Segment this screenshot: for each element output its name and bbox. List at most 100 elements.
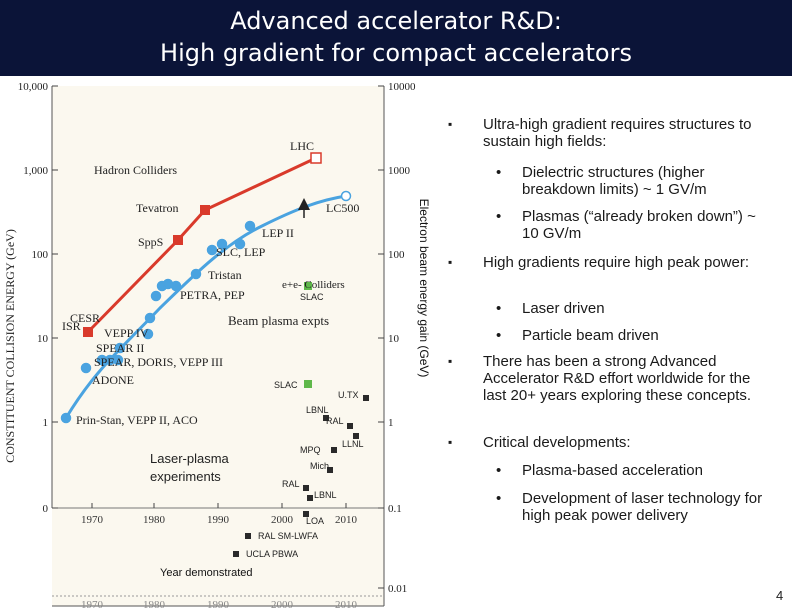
plasma-point: [347, 423, 353, 429]
lepton-point: [144, 312, 156, 324]
plasma-point-label: U.TX: [338, 390, 359, 400]
hadron-point-label: SppS: [138, 235, 163, 249]
hadron-point: [200, 205, 210, 215]
right-axis-label: Electron beam energy gain (GeV): [417, 199, 431, 378]
plasma-point-label: SLAC: [274, 380, 298, 390]
plasma-point-label: RAL: [282, 479, 300, 489]
x-tick-label: 2000: [271, 514, 294, 526]
lepton-point: [216, 238, 228, 250]
left-tick-label: 100: [32, 249, 49, 261]
plasma-point: [304, 282, 312, 290]
laser-plasma-label-line-2: experiments: [150, 469, 221, 484]
plasma-point-label: RAL: [326, 416, 344, 426]
plasma-point-label: Mich: [310, 461, 329, 471]
bullet-text: Critical developments:: [483, 434, 631, 451]
dot-bullet-icon: •: [496, 462, 502, 479]
square-bullet-icon: ▪: [448, 117, 453, 131]
plasma-point-label: SLAC: [300, 292, 324, 302]
plasma-point: [331, 447, 337, 453]
lepton-point-label: SLC, LEP: [216, 245, 266, 259]
hadron-point-label: LHC: [290, 139, 314, 153]
bullet-text: Ultra-high gradient requires structures …: [483, 116, 752, 150]
plasma-point-label: LOA: [306, 516, 324, 526]
dot-bullet-icon: •: [496, 327, 502, 344]
hadron-collider-label: Hadron Colliders: [94, 163, 177, 177]
right-tick-label: 1000: [388, 165, 411, 177]
x-tick-label: 2010: [335, 514, 358, 526]
dot-bullet-icon: •: [496, 208, 502, 225]
lepton-point: [190, 268, 202, 280]
left-tick-label: 1: [43, 417, 49, 429]
sub-bullet-text: Dielectric structures (higher breakdown …: [522, 164, 707, 198]
x-axis-label: Year demonstrated: [160, 567, 253, 579]
bullet-text: There has been a strong Advanced Acceler…: [483, 353, 752, 404]
hadron-collider-curve: [86, 156, 317, 334]
x-tick-label: 1970: [81, 514, 104, 526]
dot-bullet-icon: •: [496, 300, 502, 317]
sub-bullet-text: Development of laser technology for high…: [522, 490, 763, 524]
lepton-point: [170, 280, 182, 292]
square-bullet-icon: ▪: [448, 435, 453, 449]
plasma-point: [327, 467, 333, 473]
slide-title-line-1: Advanced accelerator R&D:: [230, 7, 562, 35]
lepton-point: [244, 220, 256, 232]
right-tick-label: 0.01: [388, 583, 407, 595]
plasma-point-label: LBNL: [306, 405, 329, 415]
lepton-point: [60, 412, 72, 424]
beam-plasma-label: Beam plasma expts: [228, 313, 329, 328]
left-tick-label: 1,000: [23, 165, 48, 177]
plasma-point-label: RAL SM-LWFA: [258, 531, 318, 541]
plasma-point: [245, 533, 251, 539]
hadron-point: [83, 327, 93, 337]
right-tick-label: 100: [388, 249, 405, 261]
dot-bullet-icon: •: [496, 490, 502, 507]
lepton-point-label: VEPP IV: [104, 326, 149, 340]
sub-bullet-text: Plasma-based acceleration: [522, 462, 703, 479]
slide-title-bar: Advanced accelerator R&D: High gradient …: [0, 0, 792, 76]
right-tick-label: 0.1: [388, 503, 402, 515]
sub-bullet-text: Plasmas (“already broken down”) ~ 10 GV/…: [522, 208, 756, 242]
lepton-point: [112, 354, 124, 366]
left-tick-label: 10,000: [18, 81, 49, 93]
x-tick-label-lower: 1990: [207, 599, 230, 611]
sub-bullet-text: Particle beam driven: [522, 327, 659, 344]
bullet-text: High gradients require high peak power:: [483, 254, 749, 271]
plasma-point: [353, 433, 359, 439]
plasma-point: [303, 511, 309, 517]
lepton-point-label: PETRA, PEP: [180, 288, 245, 302]
x-tick-label-lower: 2000: [271, 599, 294, 611]
hadron-point-label: ISR: [62, 319, 81, 333]
plasma-point-label: LBNL: [314, 490, 337, 500]
lepton-point: [150, 290, 162, 302]
right-tick-label: 10000: [388, 81, 416, 93]
lepton-point: [234, 238, 246, 250]
plasma-point-label: MPQ: [300, 445, 321, 455]
x-tick-label-lower: 1970: [81, 599, 104, 611]
hadron-point: [173, 235, 183, 245]
lepton-point: [206, 244, 218, 256]
plasma-point: [323, 415, 329, 421]
lepton-point: [142, 328, 154, 340]
lepton-point: [80, 362, 92, 374]
left-tick-label: 0: [43, 503, 49, 515]
sub-bullet-text: Laser driven: [522, 300, 605, 317]
plasma-point: [303, 485, 309, 491]
plasma-point: [363, 395, 369, 401]
plasma-point-label: UCLA PBWA: [246, 549, 298, 559]
square-bullet-icon: ▪: [448, 354, 453, 368]
right-tick-label: 10: [388, 333, 400, 345]
lepton-point-label: LC500: [326, 201, 359, 215]
laser-plasma-label-line-1: Laser-plasma: [150, 451, 230, 466]
page-number: 4: [776, 588, 784, 603]
lepton-point-label: CESR: [70, 311, 100, 325]
hadron-point: [310, 152, 322, 164]
right-tick-label: 1: [388, 417, 394, 429]
lepton-point-label: LEP II: [262, 226, 294, 240]
plasma-point: [307, 495, 313, 501]
slide-title-line-2: High gradient for compact accelerators: [160, 39, 632, 67]
dot-bullet-icon: •: [496, 164, 502, 181]
hadron-point-label: Tevatron: [136, 201, 178, 215]
x-tick-label: 1980: [143, 514, 166, 526]
x-tick-label-lower: 1980: [143, 599, 166, 611]
